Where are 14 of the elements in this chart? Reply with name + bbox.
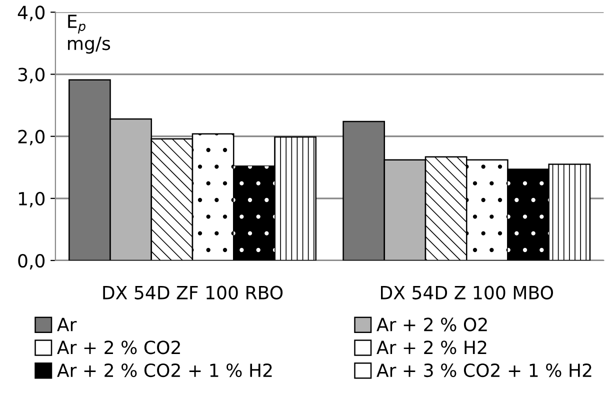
y-tick-label: 0,0 [18,254,45,270]
legend-label: Ar [57,318,77,332]
legend-label: Ar + 2 % O2 [376,318,487,332]
y-axis-title: E$_{p}$ mg/s [68,14,110,54]
legend-label: Ar + 2 % CO2 + 1 % H2 [57,363,272,378]
legend-label: Ar + 3 % CO2 + 1 % H2 [376,363,592,378]
y-tick-label: 3,0 [18,68,45,84]
y-tick-label: 4,0 [18,6,45,22]
legend-label: Ar + 2 % H2 [376,340,486,354]
x-tick-label: DX 54D Z 100 MBO [380,286,554,300]
y-tick-label: 1,0 [18,192,45,208]
y-tick-label: 2,0 [18,130,45,146]
x-tick-label: DX 54D ZF 100 RBO [103,286,283,300]
legend-label: Ar + 2 % CO2 [57,340,180,354]
